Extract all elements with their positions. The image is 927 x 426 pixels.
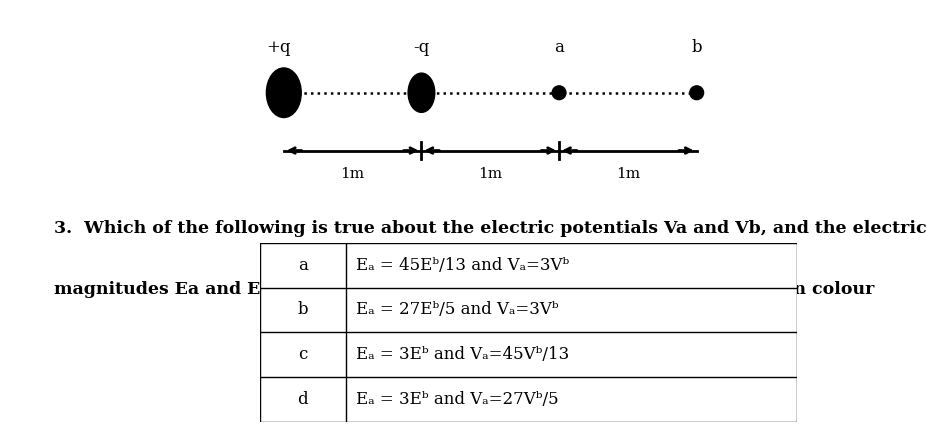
Text: b: b xyxy=(692,39,702,55)
Text: Eₐ = 45Eᵇ/13 and Vₐ=3Vᵇ: Eₐ = 45Eᵇ/13 and Vₐ=3Vᵇ xyxy=(356,257,569,273)
Text: a: a xyxy=(298,257,308,273)
Circle shape xyxy=(690,86,704,100)
Ellipse shape xyxy=(266,68,301,118)
Text: magnitudes Ea and Eb at the points a and b?: magnitudes Ea and Eb at the points a and… xyxy=(54,281,496,298)
Text: c: c xyxy=(298,346,307,363)
Ellipse shape xyxy=(408,73,435,112)
Text: 1m: 1m xyxy=(478,167,502,181)
Text: Eₐ = 3Eᵇ and Vₐ=27Vᵇ/5: Eₐ = 3Eᵇ and Vₐ=27Vᵇ/5 xyxy=(356,391,559,408)
Text: Eₐ = 3Eᵇ and Vₐ=45Vᵇ/13: Eₐ = 3Eᵇ and Vₐ=45Vᵇ/13 xyxy=(356,346,569,363)
Text: b: b xyxy=(298,302,308,318)
Text: d: d xyxy=(298,391,308,408)
Text: a: a xyxy=(554,39,564,55)
Text: -q: -q xyxy=(413,39,429,55)
Text: 1m: 1m xyxy=(340,167,364,181)
Text: 1m: 1m xyxy=(616,167,640,181)
Text: 3.  Which of the following is true about the electric potentials Va and Vb, and : 3. Which of the following is true about … xyxy=(54,221,927,238)
Text: Highlight your answer with green colour: Highlight your answer with green colour xyxy=(477,281,874,298)
Text: Eₐ = 27Eᵇ/5 and Vₐ=3Vᵇ: Eₐ = 27Eᵇ/5 and Vₐ=3Vᵇ xyxy=(356,302,559,318)
Circle shape xyxy=(552,86,566,100)
Text: +q: +q xyxy=(266,39,290,55)
